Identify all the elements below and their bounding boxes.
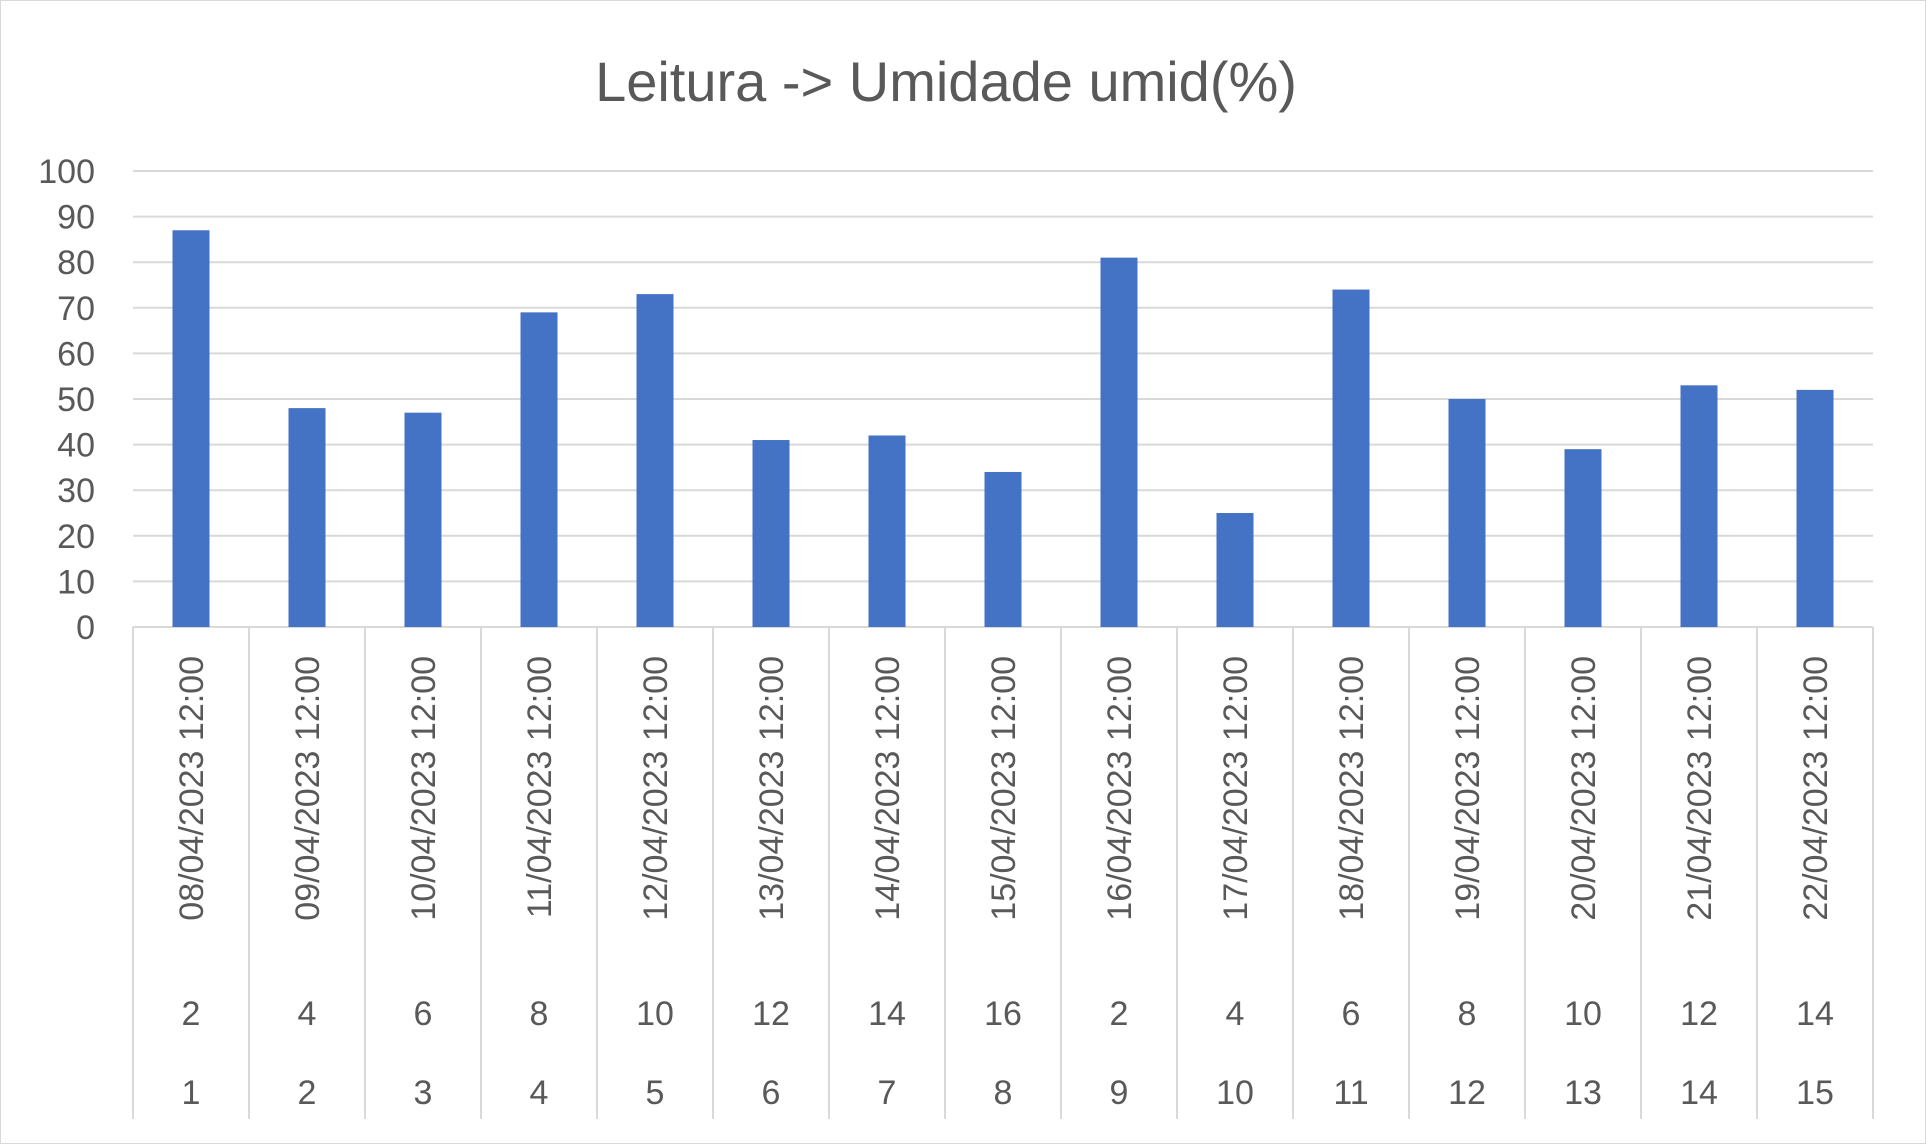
x-tick-label-level1: 9 [1110, 1074, 1129, 1112]
x-tick-label-date: 19/04/2023 12:00 [1449, 656, 1487, 921]
x-tick-label-level1: 12 [1448, 1074, 1486, 1112]
x-tick-label-level2: 4 [1226, 995, 1245, 1033]
chart-title: Leitura -> Umidade umid(%) [595, 50, 1297, 113]
x-tick-label-date: 22/04/2023 12:00 [1797, 656, 1835, 921]
x-tick-label-level1: 7 [878, 1074, 897, 1112]
x-tick-label-level1: 6 [762, 1074, 781, 1112]
x-tick-label-level2: 16 [984, 995, 1022, 1033]
x-tick-label-level1: 15 [1796, 1074, 1834, 1112]
x-tick-label-level2: 2 [182, 995, 201, 1033]
x-tick-label-level1: 10 [1216, 1074, 1254, 1112]
x-tick-label-date: 20/04/2023 12:00 [1565, 656, 1603, 921]
x-tick-label-date: 09/04/2023 12:00 [289, 656, 327, 921]
y-tick-label: 50 [57, 381, 95, 419]
y-tick-label: 80 [57, 244, 95, 282]
y-tick-label: 60 [57, 335, 95, 373]
y-tick-label: 20 [57, 518, 95, 556]
bar [752, 440, 790, 627]
bar [1216, 513, 1254, 627]
x-tick-label-date: 17/04/2023 12:00 [1217, 656, 1255, 921]
bar [172, 230, 210, 627]
x-tick-label-level2: 8 [530, 995, 549, 1033]
bar [1332, 289, 1370, 627]
x-tick-label-level1: 13 [1564, 1074, 1602, 1112]
y-tick-label: 30 [57, 472, 95, 510]
y-tick-label: 90 [57, 199, 95, 237]
x-axis: 08/04/2023 12:00 2 1 09/04/2023 12:00 4 2 10/0… [132, 627, 1874, 1119]
x-tick-label-date: 11/04/2023 12:00 [521, 656, 559, 918]
x-tick-label-level2: 14 [1796, 995, 1834, 1033]
y-tick-label: 70 [57, 290, 95, 328]
x-tick-label-level2: 6 [414, 995, 433, 1033]
x-tick-label-level1: 11 [1333, 1074, 1368, 1112]
x-tick-label-level2: 6 [1342, 995, 1361, 1033]
x-tick-label-date: 14/04/2023 12:00 [869, 656, 907, 921]
bar [288, 408, 326, 627]
x-tick-label-level1: 4 [530, 1074, 549, 1112]
bar [1796, 389, 1834, 627]
y-tick-label: 0 [76, 609, 95, 647]
x-tick-label-date: 12/04/2023 12:00 [637, 656, 675, 921]
x-tick-label-date: 15/04/2023 12:00 [985, 656, 1023, 921]
x-tick-label-date: 10/04/2023 12:00 [405, 656, 443, 921]
x-tick-label-date: 08/04/2023 12:00 [173, 656, 211, 921]
bar [984, 471, 1022, 627]
x-tick-label-level1: 14 [1680, 1074, 1718, 1112]
bar [1448, 399, 1486, 627]
x-tick-label-level2: 12 [752, 995, 790, 1033]
x-tick-label-level1: 8 [994, 1074, 1013, 1112]
x-tick-label-level2: 8 [1458, 995, 1477, 1033]
y-tick-label: 40 [57, 427, 95, 465]
bar [1680, 385, 1718, 627]
x-tick-label-level1: 1 [182, 1074, 201, 1112]
bar [404, 412, 442, 627]
bar [1100, 257, 1138, 627]
bars [172, 230, 1834, 627]
y-tick-label: 10 [57, 563, 95, 601]
x-tick-label-date: 16/04/2023 12:00 [1101, 656, 1139, 921]
bar [1564, 449, 1602, 627]
x-tick-label-level1: 2 [298, 1074, 317, 1112]
y-tick-label: 100 [38, 153, 95, 191]
x-tick-label-level2: 10 [1564, 995, 1602, 1033]
x-tick-label-level1: 5 [646, 1074, 665, 1112]
x-tick-label-date: 13/04/2023 12:00 [753, 656, 791, 921]
bar [636, 294, 674, 627]
x-tick-label-level2: 2 [1110, 995, 1129, 1033]
x-tick-label-level2: 10 [636, 995, 674, 1033]
x-tick-label-date: 18/04/2023 12:00 [1333, 656, 1371, 921]
bar [520, 312, 558, 627]
x-tick-label-level2: 14 [868, 995, 906, 1033]
bar [868, 435, 906, 627]
x-tick-label-level2: 4 [298, 995, 317, 1033]
x-tick-label-level1: 3 [414, 1074, 433, 1112]
x-tick-label-date: 21/04/2023 12:00 [1681, 656, 1719, 921]
y-axis-ticks: 0 10 20 30 40 50 60 70 80 90 100 [38, 153, 95, 647]
x-tick-label-level2: 12 [1680, 995, 1718, 1033]
